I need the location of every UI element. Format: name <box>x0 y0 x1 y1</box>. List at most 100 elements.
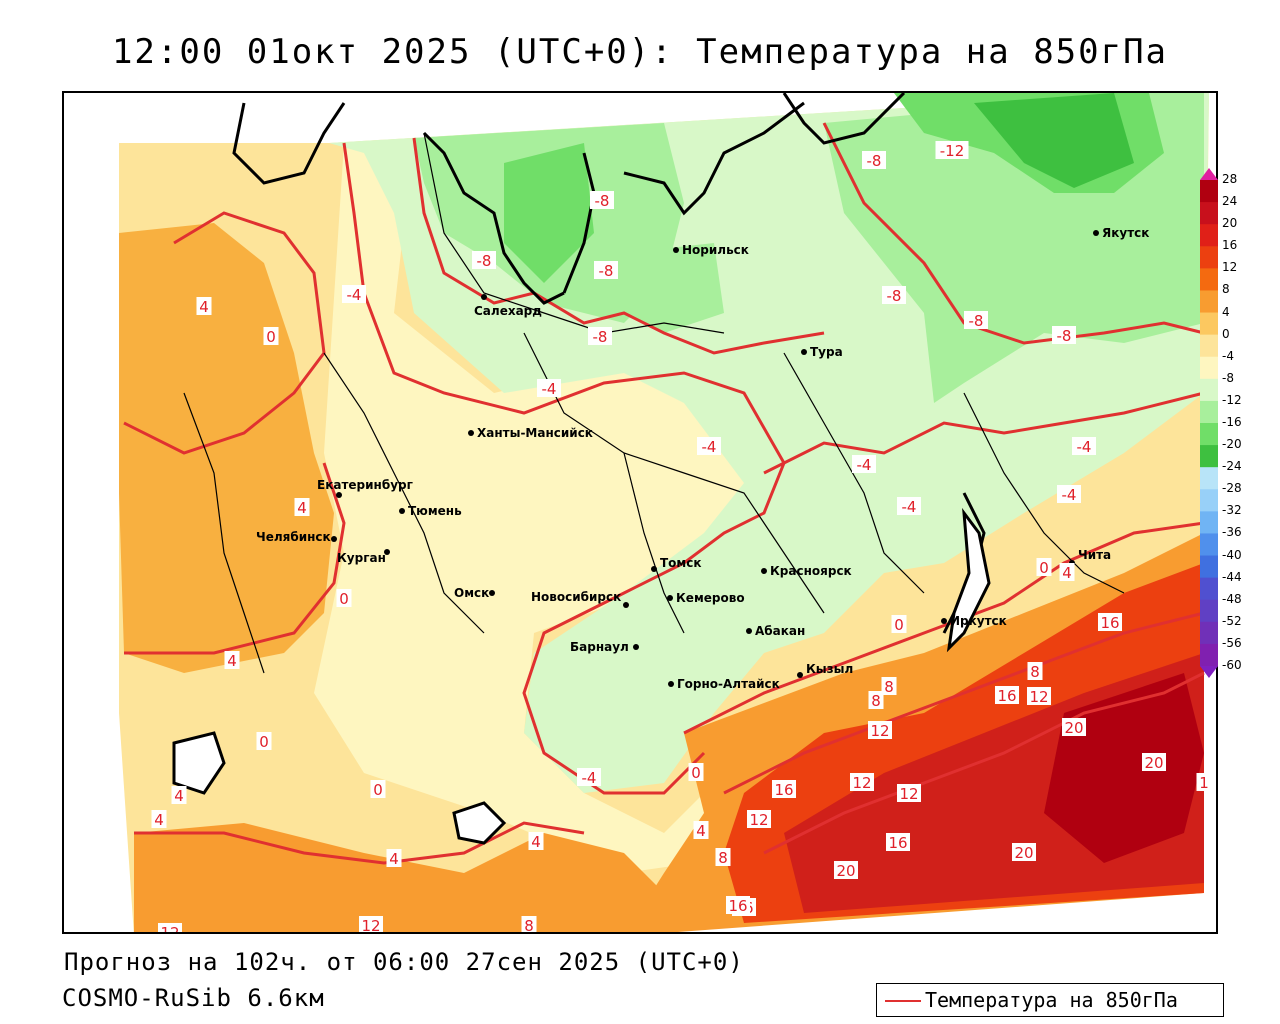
colorbar-tick-label: -52 <box>1222 613 1242 628</box>
temperature-map[interactable]: Норильск Якутск Салехард Тура Ханты-Мансийск… <box>62 91 1218 934</box>
isotherm-label-background <box>834 861 858 879</box>
isotherm-value-label: -4 <box>1057 485 1081 504</box>
isotherm-label-background <box>196 297 212 315</box>
colorbar-tick-label: -24 <box>1222 459 1242 474</box>
zone-orange-southwest <box>134 823 664 932</box>
isotherm-label-text: -12 <box>940 142 965 160</box>
colorbar-tick-label: -36 <box>1222 525 1242 540</box>
isotherm-value-label: 0 <box>256 732 272 751</box>
city-label: Красноярск <box>770 564 852 578</box>
isotherm-label-text: 4 <box>696 822 706 840</box>
colorbar-segment <box>1200 246 1218 269</box>
isotherm-value-label: 0 <box>891 615 907 634</box>
caspian-sea <box>172 731 226 795</box>
isotherm-label-background <box>881 677 897 695</box>
isotherm-label-background <box>588 327 612 345</box>
isotherm-label-background <box>472 251 496 269</box>
colorbar-tick-label: 24 <box>1222 194 1238 209</box>
lake-baikal <box>946 507 991 653</box>
colorbar-tick-label: -4 <box>1222 348 1234 363</box>
isotherm-label-background <box>336 589 352 607</box>
city-label: Иркутск <box>950 614 1007 628</box>
city-label: Ханты-Мансийск <box>477 426 593 440</box>
isotherm-label-background <box>1027 687 1051 705</box>
city-marker <box>941 618 947 624</box>
isotherm-label-text: -8 <box>595 192 610 210</box>
isotherm-value-label: 16 <box>726 896 750 915</box>
isotherm-label-text: 0 <box>339 590 349 608</box>
isotherm-value-label: 20 <box>1012 843 1036 862</box>
city-marker <box>481 294 487 300</box>
isotherm-label-text: 12 <box>361 917 380 934</box>
city-marker <box>673 247 679 253</box>
zone-darker-green-2 <box>974 93 1134 188</box>
isotherm-label-text: -8 <box>969 312 984 330</box>
isotherm-value-label: 4 <box>151 810 167 829</box>
isotherm-label-background <box>537 379 561 397</box>
colorbar-segment <box>1200 400 1218 424</box>
isotherm-value-label: -8 <box>590 191 614 210</box>
isotherm-lines <box>123 122 1205 865</box>
isotherm-value-label: 8 <box>868 691 884 710</box>
city-marker <box>399 508 405 514</box>
isotherm-value-label: 12 <box>359 916 383 934</box>
isotherm-label-text: -4 <box>582 769 597 787</box>
isotherm-label-text: -8 <box>593 328 608 346</box>
city-label: Екатеринбург <box>317 478 413 492</box>
city-label: Курган <box>337 551 386 565</box>
isotherm-value-label: 12 <box>850 773 874 792</box>
isotherm-value-label: -4 <box>537 379 561 398</box>
isotherm-value-label: 12 <box>868 721 892 740</box>
zone-pale-yellow <box>314 138 764 873</box>
isotherm-label-text: 16 <box>888 834 907 852</box>
isotherm-value-label: 4 <box>171 786 187 805</box>
isotherm-label-text: -4 <box>1077 438 1092 456</box>
isotherm-label-text: 0 <box>894 616 904 634</box>
isotherm-label-background <box>897 497 921 515</box>
city-label: Норильск <box>682 243 749 257</box>
colorbar-segment <box>1200 268 1218 291</box>
isotherm-labels-layer: -12 -8 -8 -8 -8 -8 -8 -8 -8 -4 -4 -4 -4 -4 -4 -4 -4 0 0 0 0 0… <box>151 141 1212 934</box>
color-scale-bar <box>1200 168 1218 678</box>
isotherm-label-background <box>1036 558 1052 576</box>
isotherm-label-text: 12 <box>899 785 918 803</box>
isotherm-label-text: 20 <box>1144 754 1163 772</box>
isotherm-value-label: 16 <box>995 686 1019 705</box>
legend-label: Температура на 850гПа <box>925 988 1178 1012</box>
isotherm-value-label: 4 <box>386 849 402 868</box>
isotherm-label-background <box>1052 326 1076 344</box>
forecast-info: Прогноз на 102ч. от 06:00 27сен 2025 (UT… <box>64 948 744 976</box>
colorbar-tick-label: -40 <box>1222 547 1242 562</box>
isotherm-value-label: 0 <box>688 763 704 782</box>
colorbar-tick-label: -48 <box>1222 591 1242 606</box>
isotherm-label-background <box>688 763 704 781</box>
isotherm-label-text: 0 <box>691 764 701 782</box>
colorbar-segment <box>1200 224 1218 247</box>
city-marker <box>746 628 752 634</box>
isotherm-value-label: -4 <box>852 455 876 474</box>
isotherm-label-text: -8 <box>867 152 882 170</box>
colorbar-tick-label: -32 <box>1222 503 1242 518</box>
isotherm-label-text: -8 <box>1057 327 1072 345</box>
city-label: Чита <box>1078 548 1111 562</box>
isotherm-label-text: -4 <box>902 498 917 516</box>
isotherm-value-label: 0 <box>1036 558 1052 577</box>
colorbar-tick-label: 8 <box>1222 282 1230 297</box>
colorbar-segment <box>1200 290 1218 314</box>
isotherm-value-label: 20 <box>1142 753 1166 772</box>
colorbar-segment <box>1200 467 1218 490</box>
isotherm-label-background <box>171 786 187 804</box>
isotherm-value-label: 4 <box>294 498 310 517</box>
colorbar-tick-label: 12 <box>1222 260 1238 275</box>
colorbar-segment <box>1200 423 1218 446</box>
model-info: COSMO-RuSib 6.6км <box>62 984 325 1012</box>
isotherm-value-label: -8 <box>472 251 496 270</box>
city-label: Салехард <box>474 304 542 318</box>
isotherm-label-text: 4 <box>389 850 399 868</box>
isotherm-label-text: 20 <box>1014 844 1033 862</box>
isotherm-label-text: 12 <box>749 811 768 829</box>
isotherm-label-background <box>263 327 279 345</box>
city-marker <box>667 595 673 601</box>
isotherm-label-text: 0 <box>373 781 383 799</box>
isotherm-value-label: -8 <box>882 286 906 305</box>
